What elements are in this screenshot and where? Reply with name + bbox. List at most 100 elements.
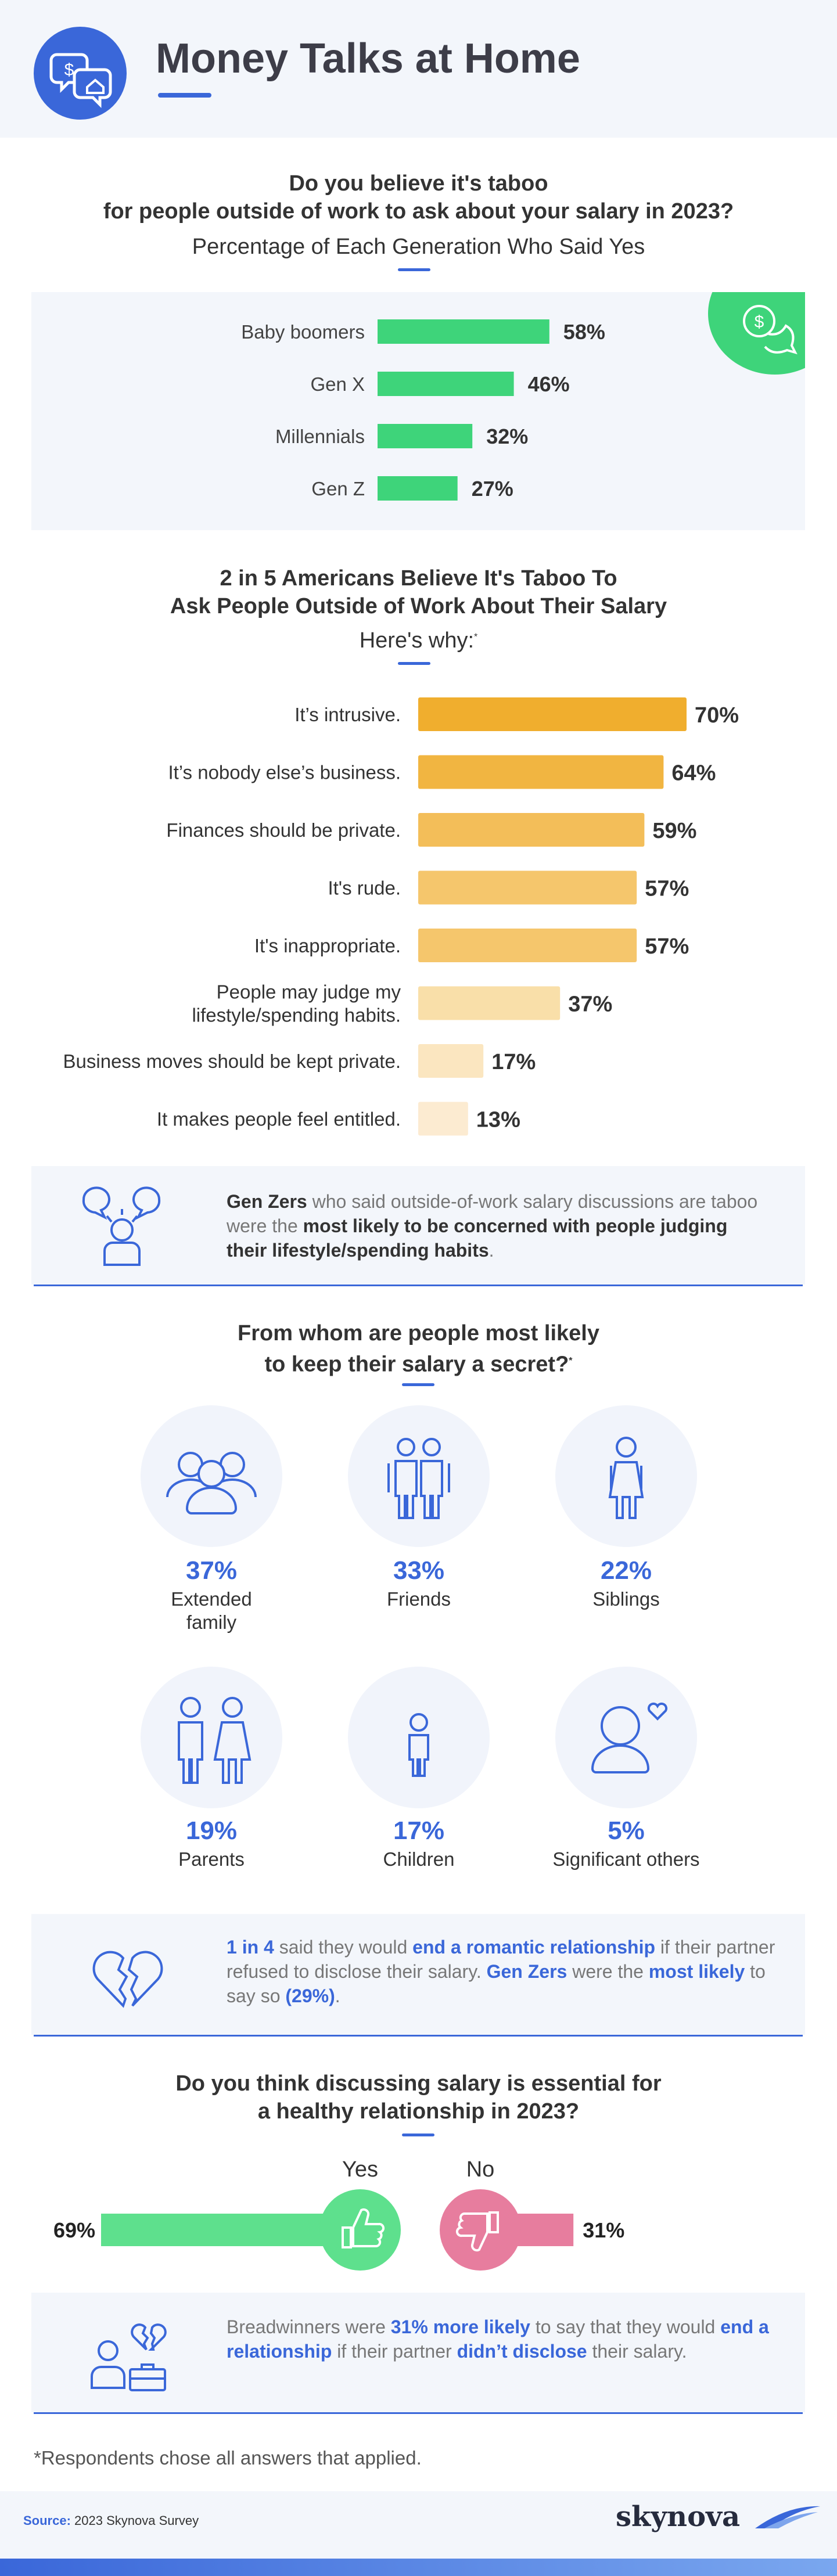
reason-bar	[418, 929, 637, 962]
note2-rule	[34, 2035, 803, 2037]
skynova-logo: skynova	[616, 2501, 741, 2533]
section3-asterisk: *	[569, 1356, 573, 1366]
note1-bold2: most likely to be concerned with people …	[227, 1215, 728, 1261]
reason-value: 37%	[568, 992, 612, 1017]
extended-family-pct: 37%	[185, 1556, 238, 1585]
reason-bar	[418, 1044, 484, 1078]
gen-z-note: Gen Zers who said outside-of-work salary…	[31, 1166, 805, 1285]
note3-text1: Breadwinners were	[227, 2316, 391, 2337]
section3-title-line2-text: to keep their salary a secret?	[264, 1352, 569, 1377]
siblings-label: Siblings	[592, 1588, 660, 1610]
broken-heart-icon	[92, 1951, 163, 2008]
section4-title: Do you think discussing salary is essent…	[0, 2070, 837, 2125]
section1-question-line2: for people outside of work to ask about …	[103, 199, 734, 224]
note3-bold1: 31% more likely	[390, 2316, 530, 2337]
note3-text2: to say that they would	[530, 2316, 721, 2337]
note3-text4: their salary.	[587, 2341, 687, 2362]
generation-label: Gen X	[310, 373, 365, 395]
section2-underline	[398, 662, 430, 665]
significant-others-pct: 5%	[608, 1816, 645, 1845]
section3-title: From whom are people most likely to keep…	[0, 1319, 837, 1379]
note2-bold2: end a romantic relationship	[412, 1937, 656, 1958]
note2-bold4: most likely	[648, 1961, 745, 1982]
gen-z-note-text: Gen Zers who said outside-of-work salary…	[227, 1189, 761, 1262]
reason-bar	[418, 697, 687, 731]
friends-label: Friends	[386, 1588, 451, 1610]
children-label: Children	[383, 1848, 455, 1870]
note3-rule	[34, 2412, 803, 2414]
yes-value: 69%	[53, 2218, 95, 2242]
no-circle	[440, 2189, 521, 2271]
note1-bold1: Gen Zers	[227, 1191, 307, 1212]
people-talking-icon	[82, 1186, 161, 1266]
section2-asterisk: *	[474, 632, 478, 642]
footer-source: Source: 2023 Skynova Survey	[23, 2513, 199, 2528]
generation-value: 27%	[472, 477, 513, 501]
note2-text2: if their partner refused to disclose the…	[227, 1937, 775, 1982]
page-title: Money Talks at Home	[156, 35, 580, 82]
section3-title-line2: to keep their salary a secret?*	[0, 1347, 837, 1379]
parents-label: Parents	[178, 1848, 245, 1870]
no-label: No	[466, 2157, 495, 2182]
breadwinners-note: Breadwinners were 31% more likely to say…	[31, 2293, 805, 2412]
child-icon	[408, 1713, 429, 1777]
title-underline	[158, 93, 211, 98]
generation-value: 58%	[563, 320, 605, 344]
reason-bar	[418, 813, 645, 847]
reason-value: 57%	[645, 934, 689, 959]
note1-text2: .	[488, 1240, 494, 1261]
extended-family-label-line2: family	[186, 1611, 237, 1633]
reason-label: Finances should be private.	[166, 819, 401, 841]
extended-family-label-line1: Extended	[171, 1588, 252, 1610]
yes-circle	[319, 2189, 401, 2271]
reasons-bar-chart: It’s intrusive. 70% It’s nobody else’s bus…	[0, 685, 837, 1150]
parents-icon	[178, 1697, 252, 1784]
note2-text5: .	[335, 1985, 340, 2006]
yes-bar	[101, 2214, 360, 2246]
siblings-circle	[555, 1405, 697, 1547]
section1-subtitle: Percentage of Each Generation Who Said Y…	[192, 235, 645, 259]
yes-no-chart: Yes No 69% 31%	[0, 2149, 837, 2276]
children-circle	[348, 1667, 490, 1808]
parents-pct: 19%	[185, 1816, 238, 1845]
yes-no-svg: Yes No 69% 31%	[53, 2157, 624, 2271]
reason-bar	[418, 755, 664, 789]
section1-question-line1: Do you believe it's taboo	[289, 171, 548, 196]
reason-label: Business moves should be kept private.	[63, 1050, 401, 1072]
reason-label: It's rude.	[328, 877, 401, 899]
section2-title: 2 in 5 Americans Believe It's Taboo To A…	[0, 564, 837, 620]
generation-bar	[378, 372, 514, 396]
siblings-pct: 22%	[600, 1556, 652, 1585]
parents-circle	[141, 1667, 282, 1808]
generation-bar	[378, 424, 473, 448]
generation-value: 32%	[486, 424, 528, 448]
chat-money-home-icon: $	[49, 53, 112, 109]
extended-family-label: Extended family	[107, 1588, 316, 1634]
note2-text4: to say so	[227, 1961, 766, 2006]
friends-pct: 33%	[393, 1556, 445, 1585]
reason-label: It makes people feel entitled.	[157, 1109, 401, 1130]
section2-subtitle: Here's why:*	[0, 628, 837, 653]
section1-underline	[398, 268, 430, 271]
reason-bar	[418, 986, 561, 1020]
section2-subtitle-text: Here's why:	[359, 628, 475, 653]
reason-value: 13%	[476, 1108, 520, 1132]
section4-title-line1: Do you think discussing salary is essent…	[175, 2071, 662, 2096]
section3-underline	[402, 1383, 434, 1386]
generation-bar	[378, 476, 458, 501]
generation-label: Gen Z	[311, 478, 365, 499]
reason-value: 17%	[491, 1050, 536, 1074]
significant-others-label: Significant others	[552, 1848, 700, 1870]
note3-text3: if their partner	[332, 2341, 457, 2362]
romantic-note-text: 1 in 4 said they would end a romantic re…	[227, 1935, 784, 2008]
sibling-icon	[608, 1437, 644, 1519]
note1-rule	[34, 1285, 803, 1286]
significant-others-circle	[555, 1667, 697, 1808]
thumbs-down-icon	[455, 2211, 499, 2252]
reason-label-line1: People may judge my	[217, 981, 401, 1003]
reasons-bars-svg: It’s intrusive. 70% It’s nobody else’s bus…	[63, 697, 739, 1136]
note2-bold1: 1 in 4	[227, 1937, 274, 1958]
footer-gradient-strip	[0, 2559, 837, 2576]
note2-text3: were the	[567, 1961, 649, 1982]
section4-underline	[402, 2134, 434, 2136]
